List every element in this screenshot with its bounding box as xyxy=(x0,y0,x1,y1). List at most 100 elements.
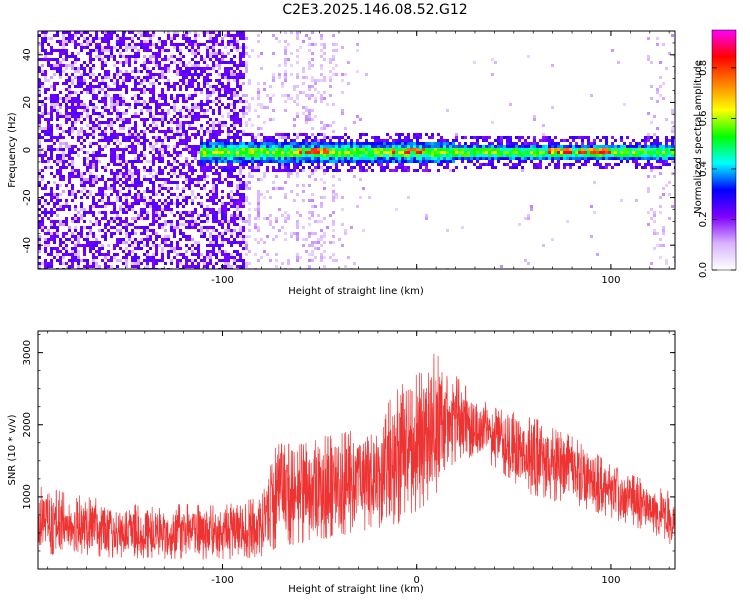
heatmap-cell xyxy=(578,166,581,169)
heatmap-cell xyxy=(119,199,122,202)
heatmap-cell xyxy=(239,145,242,148)
heatmap-cell xyxy=(230,37,233,40)
heatmap-cell xyxy=(332,253,335,256)
heatmap-cell xyxy=(635,142,638,145)
heatmap-cell xyxy=(95,262,98,265)
heatmap-cell xyxy=(437,163,440,166)
heatmap-cell xyxy=(221,205,224,208)
heatmap-cell xyxy=(152,55,155,58)
heatmap-cell xyxy=(320,43,323,46)
heatmap-cell xyxy=(317,163,320,166)
heatmap-cell xyxy=(209,91,212,94)
heatmap-cell xyxy=(68,76,71,79)
heatmap-cell xyxy=(65,217,68,220)
heatmap-cell xyxy=(194,226,197,229)
heatmap-cell xyxy=(236,79,239,82)
heatmap-cell xyxy=(386,145,389,148)
heatmap-cell xyxy=(128,223,131,226)
heatmap-cell xyxy=(149,205,152,208)
heatmap-cell xyxy=(200,220,203,223)
heatmap-cell xyxy=(128,127,131,130)
heatmap-cell xyxy=(95,127,98,130)
heatmap-cell xyxy=(140,34,143,37)
heatmap-cell xyxy=(110,211,113,214)
heatmap-cell xyxy=(407,142,410,145)
heatmap-cell xyxy=(482,154,485,157)
heatmap-cell xyxy=(284,157,287,160)
heatmap-cell xyxy=(653,247,656,250)
heatmap-cell xyxy=(104,127,107,130)
heatmap-cell xyxy=(98,178,101,181)
heatmap-cell xyxy=(233,145,236,148)
heatmap-cell xyxy=(218,88,221,91)
heatmap-cell xyxy=(185,34,188,37)
heatmap-cell xyxy=(131,265,134,268)
heatmap-cell xyxy=(95,223,98,226)
heatmap-cell xyxy=(296,256,299,259)
heatmap-cell xyxy=(494,148,497,151)
heatmap-cell xyxy=(44,139,47,142)
heatmap-cell xyxy=(116,67,119,70)
heatmap-cell xyxy=(119,241,122,244)
heatmap-cell xyxy=(155,148,158,151)
heatmap-cell xyxy=(128,232,131,235)
heatmap-cell xyxy=(476,160,479,163)
heatmap-cell xyxy=(332,184,335,187)
heatmap-cell xyxy=(203,112,206,115)
heatmap-cell xyxy=(53,196,56,199)
heatmap-cell xyxy=(521,157,524,160)
heatmap-cell xyxy=(62,178,65,181)
heatmap-cell xyxy=(299,142,302,145)
heatmap-cell xyxy=(467,151,470,154)
heatmap-cell xyxy=(161,211,164,214)
heatmap-cell xyxy=(227,52,230,55)
heatmap-cell xyxy=(101,259,104,262)
heatmap-cell xyxy=(371,157,374,160)
heatmap-cell xyxy=(344,265,347,268)
heatmap-cell xyxy=(242,199,245,202)
heatmap-cell xyxy=(239,169,242,172)
heatmap-cell xyxy=(227,67,230,70)
heatmap-cell xyxy=(155,73,158,76)
heatmap-cell xyxy=(167,70,170,73)
heatmap-cell xyxy=(80,226,83,229)
heatmap-cell xyxy=(530,154,533,157)
heatmap-cell xyxy=(50,115,53,118)
heatmap-cell xyxy=(626,145,629,148)
heatmap-cell xyxy=(440,139,443,142)
heatmap-cell xyxy=(170,247,173,250)
heatmap-cell xyxy=(125,46,128,49)
heatmap-cell xyxy=(77,211,80,214)
heatmap-cell xyxy=(77,262,80,265)
heatmap-cell xyxy=(152,121,155,124)
heatmap-cell xyxy=(194,211,197,214)
heatmap-cell xyxy=(110,187,113,190)
heatmap-cell xyxy=(533,115,536,118)
heatmap-cell xyxy=(203,184,206,187)
heatmap-cell xyxy=(203,157,206,160)
heatmap-cell xyxy=(323,91,326,94)
heatmap-cell xyxy=(164,133,167,136)
heatmap-cell xyxy=(65,94,68,97)
heatmap-cell xyxy=(230,43,233,46)
heatmap-cell xyxy=(494,139,497,142)
heatmap-cell xyxy=(206,193,209,196)
heatmap-cell xyxy=(59,61,62,64)
heatmap-cell xyxy=(158,67,161,70)
heatmap-cell xyxy=(113,103,116,106)
heatmap-cell xyxy=(245,247,248,250)
heatmap-cell xyxy=(362,151,365,154)
heatmap-cell xyxy=(68,190,71,193)
heatmap-cell xyxy=(296,211,299,214)
heatmap-cell xyxy=(512,142,515,145)
heatmap-cell xyxy=(56,127,59,130)
heatmap-cell xyxy=(89,160,92,163)
heatmap-cell xyxy=(536,163,539,166)
heatmap-cell xyxy=(233,223,236,226)
heatmap-cell xyxy=(236,115,239,118)
heatmap-cell xyxy=(308,154,311,157)
heatmap-cell xyxy=(506,145,509,148)
heatmap-cell xyxy=(305,34,308,37)
heatmap-cell xyxy=(77,154,80,157)
heatmap-cell xyxy=(134,136,137,139)
